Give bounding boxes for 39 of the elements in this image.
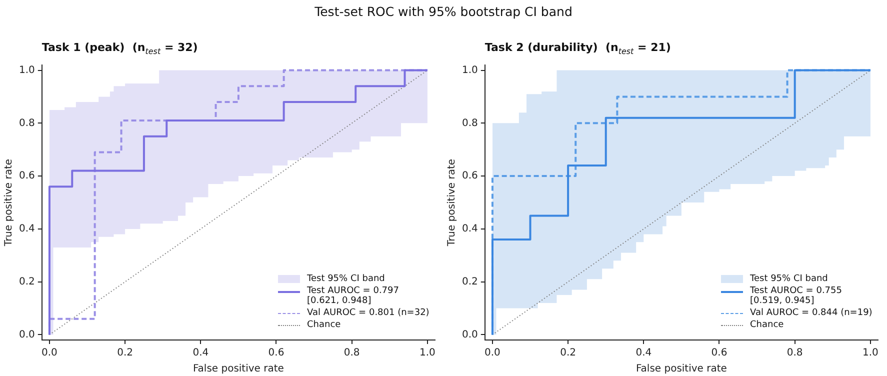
legend-label: Test 95% CI band: [750, 274, 828, 284]
y-tick-label: 0.4: [18, 224, 35, 235]
x-tick-label: 0.4: [192, 348, 209, 359]
x-tick-label: 1.0: [419, 348, 436, 359]
x-tick-label: 0.0: [484, 348, 500, 359]
x-tick-label: 1.0: [862, 348, 878, 359]
y-axis-title: True positive rate: [4, 158, 15, 248]
y-tick-label: 0.6: [462, 170, 478, 182]
x-tick-label: 0.8: [786, 348, 803, 359]
x-tick-label: 0.2: [560, 348, 576, 359]
y-tick-label: 0.4: [462, 224, 478, 235]
legend-label: Test AUROC = 0.797 [0.621, 0.948]: [307, 286, 399, 306]
x-axis-title: False positive rate: [636, 364, 727, 375]
x-tick-label: 0.0: [42, 348, 58, 359]
x-tick-label: 0.4: [636, 348, 652, 359]
x-tick-label: 0.2: [117, 348, 134, 359]
y-tick-label: 0.8: [462, 118, 478, 129]
y-tick-label: 0.6: [18, 170, 35, 182]
y-tick-label: 0.0: [462, 329, 478, 340]
chart-title: Test-set ROC with 95% bootstrap CI band: [314, 4, 574, 19]
chart-subtitle: Task 2 (durability) (n$_{test}$ = 21): [484, 41, 671, 56]
y-tick-label: 0.8: [18, 118, 35, 129]
y-tick-label: 0.2: [18, 276, 35, 288]
legend-label: Chance: [307, 320, 341, 330]
chart-subtitle: Task 1 (peak) (n$_{test}$ = 32): [42, 41, 198, 56]
y-tick-label: 1.0: [462, 64, 478, 76]
x-tick-label: 0.6: [711, 348, 728, 359]
x-tick-label: 0.8: [344, 348, 360, 359]
x-tick-label: 0.6: [268, 348, 284, 359]
legend-label: Val AUROC = 0.801 (n=32): [307, 308, 430, 318]
y-axis-title: True positive rate: [446, 158, 458, 248]
x-axis-title: False positive rate: [192, 364, 284, 375]
legend-label: Test AUROC = 0.755 [0.519, 0.945]: [750, 286, 842, 306]
y-tick-label: 0.0: [18, 329, 35, 340]
legend-label: Val AUROC = 0.844 (n=19): [750, 308, 872, 318]
y-tick-label: 1.0: [18, 64, 35, 76]
legend-label: Test 95% CI band: [307, 274, 385, 284]
y-tick-label: 0.2: [462, 276, 478, 288]
legend-label: Chance: [750, 320, 784, 330]
